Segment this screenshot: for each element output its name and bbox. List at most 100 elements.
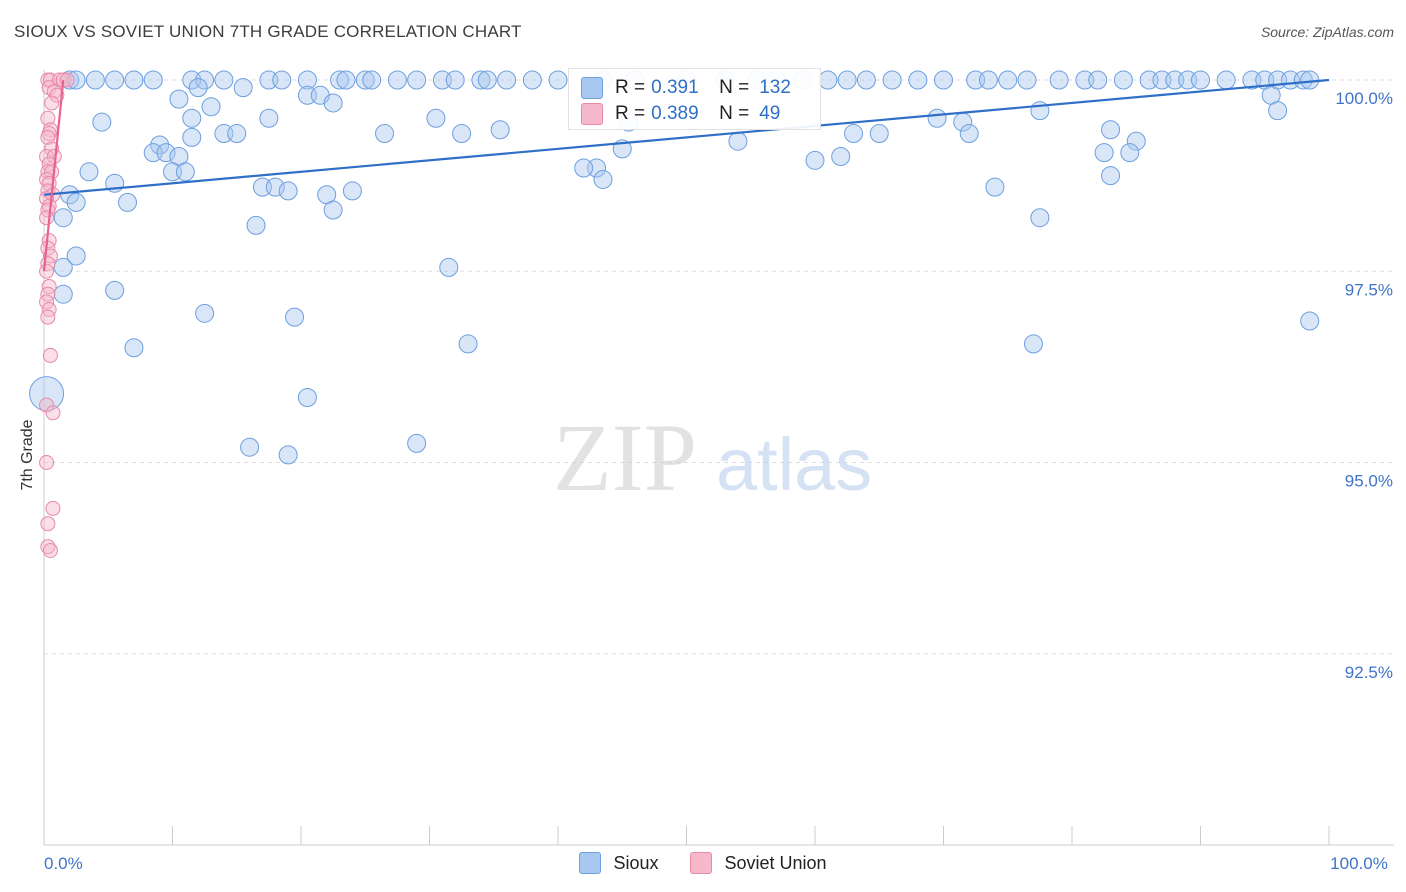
sioux-point bbox=[985, 177, 1005, 197]
soviet-point bbox=[41, 80, 57, 96]
sioux-point bbox=[201, 97, 221, 117]
sioux-point bbox=[1101, 120, 1121, 140]
sioux-point bbox=[175, 162, 195, 182]
sioux-n-value: 132 bbox=[759, 77, 791, 98]
y-axis-label: 7th Grade bbox=[19, 419, 36, 491]
sioux-point bbox=[66, 70, 86, 90]
sioux-point bbox=[156, 143, 176, 163]
stats-row-sioux: R = 0.391 N = 132 bbox=[581, 75, 791, 101]
sioux-n-label: N = bbox=[719, 77, 750, 98]
sioux-points bbox=[29, 70, 1320, 465]
sioux-point bbox=[471, 70, 491, 90]
soviet-point bbox=[39, 210, 55, 226]
sioux-r-label: R = bbox=[615, 77, 646, 98]
sioux-point bbox=[278, 181, 298, 201]
sioux-point bbox=[426, 108, 446, 128]
sioux-point bbox=[439, 257, 459, 277]
legend-soviet-swatch bbox=[690, 852, 713, 874]
sioux-point bbox=[342, 181, 362, 201]
sioux-point bbox=[150, 135, 170, 155]
sioux-point bbox=[1216, 70, 1236, 90]
sioux-point bbox=[1094, 143, 1114, 163]
sioux-point bbox=[285, 307, 305, 327]
soviet-n-value: 49 bbox=[759, 103, 781, 124]
soviet-point bbox=[39, 397, 55, 413]
sioux-point bbox=[978, 70, 998, 90]
soviet-point bbox=[40, 516, 56, 532]
sioux-point bbox=[278, 445, 298, 465]
soviet-point bbox=[40, 110, 56, 126]
soviet-point bbox=[40, 286, 56, 302]
y-tick-label: 95.0% bbox=[1345, 472, 1393, 491]
sioux-point bbox=[297, 70, 317, 90]
sioux-point bbox=[272, 70, 292, 90]
sioux-point bbox=[856, 70, 876, 90]
watermark-zip: ZIP bbox=[553, 404, 697, 511]
sioux-point bbox=[1023, 334, 1043, 354]
soviet-point bbox=[40, 129, 56, 145]
sioux-point bbox=[1191, 70, 1210, 90]
trend-lines bbox=[42, 78, 1330, 272]
sioux-point bbox=[1017, 70, 1037, 90]
legend-soviet-label: Soviet Union bbox=[724, 852, 827, 873]
sioux-point bbox=[118, 192, 138, 212]
sioux-point bbox=[375, 124, 395, 144]
sioux-point bbox=[182, 108, 202, 128]
sioux-point bbox=[934, 70, 953, 90]
sioux-point bbox=[182, 127, 202, 147]
sioux-point bbox=[407, 433, 427, 453]
sioux-point bbox=[818, 70, 838, 90]
sioux-point bbox=[1049, 70, 1069, 90]
chart-title: SIOUX VS SOVIET UNION 7TH GRADE CORRELAT… bbox=[14, 22, 522, 41]
soviet-r-label: R = bbox=[615, 103, 646, 124]
sioux-point bbox=[490, 120, 510, 140]
sioux-point bbox=[831, 147, 851, 166]
soviet-point bbox=[42, 347, 58, 363]
sioux-point bbox=[908, 70, 928, 90]
sioux-point bbox=[195, 303, 215, 323]
sioux-point bbox=[60, 185, 80, 205]
x-tick-label: 0.0% bbox=[44, 854, 83, 873]
sioux-point bbox=[79, 162, 99, 182]
sioux-point bbox=[92, 112, 112, 132]
legend-sioux-label: Sioux bbox=[613, 852, 659, 873]
sioux-point bbox=[53, 257, 73, 277]
legend-item-sioux[interactable]: Sioux bbox=[579, 852, 658, 874]
sioux-point bbox=[445, 70, 465, 90]
sioux-point bbox=[53, 208, 73, 228]
sioux-point bbox=[477, 70, 497, 90]
sioux-point bbox=[1088, 70, 1108, 90]
sioux-point bbox=[169, 89, 189, 109]
soviet-r-value: 0.389 bbox=[651, 103, 699, 124]
sioux-point bbox=[265, 177, 285, 197]
legend: Sioux Soviet Union bbox=[0, 852, 1406, 874]
sioux-point bbox=[927, 108, 947, 128]
gridlines bbox=[44, 79, 1394, 655]
sioux-point bbox=[458, 334, 478, 354]
soviet-swatch bbox=[581, 103, 603, 125]
soviet-point bbox=[45, 405, 61, 421]
stats-row-soviet: R = 0.389 N = 49 bbox=[581, 101, 780, 127]
sioux-point bbox=[407, 70, 427, 90]
soviet-point bbox=[45, 500, 61, 516]
soviet-point bbox=[39, 455, 55, 470]
sioux-point bbox=[497, 70, 517, 90]
sioux-trend-line bbox=[43, 78, 1330, 196]
sioux-point bbox=[323, 93, 343, 113]
sioux-point bbox=[548, 70, 568, 90]
sioux-point bbox=[195, 70, 215, 90]
watermark-atlas: atlas bbox=[716, 423, 872, 506]
sioux-point bbox=[1268, 101, 1288, 121]
sioux-point bbox=[522, 70, 542, 90]
sioux-point bbox=[259, 108, 279, 128]
sioux-point bbox=[869, 124, 889, 144]
soviet-point bbox=[44, 95, 60, 111]
sioux-point bbox=[85, 70, 105, 90]
sioux-point bbox=[1030, 208, 1050, 228]
sioux-point bbox=[143, 70, 163, 90]
sioux-point bbox=[1300, 311, 1320, 331]
sioux-point bbox=[1126, 131, 1146, 151]
legend-item-soviet[interactable]: Soviet Union bbox=[690, 852, 827, 874]
stats-legend-box: R = 0.391 N = 132 R = 0.389 N = 49 bbox=[568, 68, 821, 130]
sioux-point bbox=[124, 70, 144, 90]
